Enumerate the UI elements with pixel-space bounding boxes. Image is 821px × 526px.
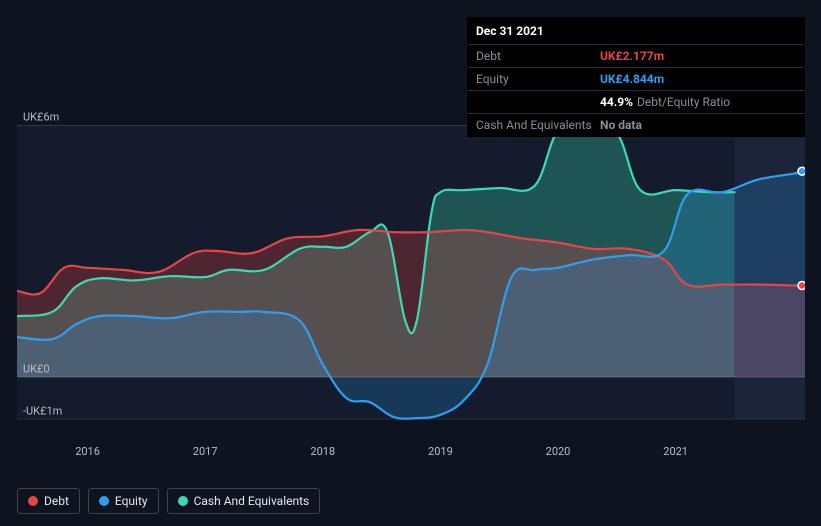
- tooltip-row: Cash And EquivalentsNo data: [468, 114, 804, 136]
- legend-item[interactable]: Debt: [17, 488, 80, 514]
- tooltip-date: Dec 31 2021: [468, 18, 804, 45]
- tooltip-row-value: UK£4.844m: [600, 72, 664, 86]
- tooltip-row: EquityUK£4.844m: [468, 68, 804, 91]
- tooltip-row-value: No data: [600, 118, 642, 132]
- tooltip-row-label: Debt: [476, 49, 600, 63]
- legend-item[interactable]: Equity: [88, 488, 159, 514]
- tooltip-row-label: [476, 95, 600, 109]
- tooltip-row-value: 44.9%Debt/Equity Ratio: [600, 95, 730, 109]
- x-axis-tick-label: 2018: [310, 445, 335, 458]
- chart-tooltip: Dec 31 2021 DebtUK£2.177mEquityUK£4.844m…: [467, 17, 805, 137]
- legend-swatch: [178, 496, 188, 506]
- x-axis-tick-label: 2021: [663, 445, 688, 458]
- legend-label: Cash And Equivalents: [194, 494, 310, 508]
- x-axis-labels: 2016 2017 2018 2019 2020 2021: [17, 445, 805, 465]
- legend-item[interactable]: Cash And Equivalents: [167, 488, 321, 514]
- legend-swatch: [28, 496, 38, 506]
- tooltip-row-value: UK£2.177m: [600, 49, 664, 63]
- tooltip-row: 44.9%Debt/Equity Ratio: [468, 91, 804, 114]
- x-axis-tick-label: 2020: [546, 445, 571, 458]
- y-axis-tick-label: UK£6m: [23, 111, 59, 124]
- legend-swatch: [99, 496, 109, 506]
- debt-equity-chart[interactable]: UK£6mUK£0-UK£1m: [17, 125, 805, 465]
- tooltip-row: DebtUK£2.177m: [468, 45, 804, 68]
- legend-label: Debt: [44, 494, 69, 508]
- y-axis-tick-label: -UK£1m: [23, 405, 62, 418]
- tooltip-row-extra: Debt/Equity Ratio: [637, 95, 730, 109]
- x-axis-tick-label: 2019: [428, 445, 453, 458]
- tooltip-row-label: Cash And Equivalents: [476, 118, 600, 132]
- y-axis-tick-label: UK£0: [23, 363, 50, 376]
- chart-legend: Debt Equity Cash And Equivalents: [17, 488, 320, 514]
- x-axis-tick-label: 2016: [75, 445, 100, 458]
- legend-label: Equity: [115, 494, 148, 508]
- chart-svg: [17, 125, 805, 440]
- x-axis-tick-label: 2017: [193, 445, 218, 458]
- tooltip-row-label: Equity: [476, 72, 600, 86]
